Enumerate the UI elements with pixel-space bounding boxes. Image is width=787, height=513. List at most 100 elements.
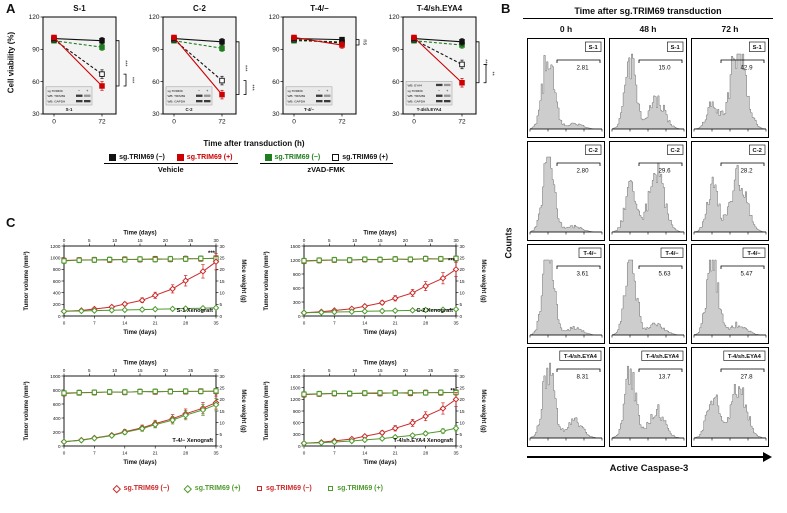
legend-diamond-marker-icon — [184, 484, 192, 493]
panel-a-legend: sg.TRIM69 (−) sg.TRIM69 (+) Vehicle sg.TRIM… — [0, 154, 497, 174]
svg-text:0: 0 — [303, 321, 306, 326]
svg-text:Time (days): Time (days) — [123, 460, 156, 466]
panel-c-chart-c-2-xenograft: Time (days)0 5 10 15 20 25 300 7 14 21 28 350300600… — [263, 231, 486, 337]
svg-text:90: 90 — [392, 47, 400, 54]
svg-text:1500: 1500 — [290, 385, 301, 390]
svg-text:5.47: 5.47 — [740, 271, 753, 278]
flow-histogram-t-4-72-h: T-4/− 5.47 — [691, 244, 769, 344]
svg-text:900: 900 — [293, 409, 301, 414]
panel-b-y-axis-label: Counts — [503, 227, 514, 259]
svg-text:−: − — [198, 88, 201, 93]
svg-text:20: 20 — [403, 238, 409, 243]
svg-text:WB: EYA4: WB: EYA4 — [408, 83, 423, 87]
legend-item-diamond-sg-trim69: sg.TRIM69 (−) — [112, 484, 169, 493]
svg-text:5: 5 — [88, 238, 91, 243]
svg-text:28: 28 — [423, 451, 429, 456]
svg-text:20: 20 — [220, 397, 226, 402]
svg-text:Time (days): Time (days) — [123, 361, 156, 367]
svg-text:WB: GAPDH: WB: GAPDH — [408, 100, 426, 104]
legend-label: sg.TRIM69 (+) — [342, 154, 388, 161]
panel-a-chart-t-4: T-4/− 30 60 90 120 0 72 sg.TRIM69 − + WB: TRIM69 WB… — [269, 4, 368, 126]
svg-text:35: 35 — [213, 451, 219, 456]
svg-text:21: 21 — [153, 321, 159, 326]
svg-text:10: 10 — [112, 368, 118, 373]
svg-text:***: *** — [208, 251, 216, 257]
svg-text:0: 0 — [58, 314, 61, 319]
legend-item-sg-trim69: sg.TRIM69 (+) — [332, 154, 388, 161]
svg-text:S-1: S-1 — [66, 107, 73, 112]
flow-histogram-t-4-sh-eya4-72-h: T-4/sh.EYA4 27.8 — [691, 347, 769, 447]
svg-text:S-1: S-1 — [671, 45, 681, 51]
svg-text:T-4/sh.EYA4 Xenograft: T-4/sh.EYA4 Xenograft — [394, 438, 454, 444]
svg-text:−: − — [318, 88, 321, 93]
flow-histogram-t-4-sh-eya4-48-h: T-4/sh.EYA4 13.7 — [609, 347, 687, 447]
svg-text:10: 10 — [352, 368, 358, 373]
legend-swatch-icon — [109, 154, 117, 161]
svg-text:1200: 1200 — [50, 244, 61, 249]
flow-histogram-t-4-sh-eya4-0-h: T-4/sh.EYA4 8.31 — [527, 347, 605, 447]
panel-c-label: C — [6, 215, 16, 230]
panel-c: C Time (days) 0 5 10 15 20 25 30 0 7 14 21 28 35 0 200 4… — [0, 216, 497, 513]
svg-text:***: *** — [448, 258, 456, 264]
svg-text:600: 600 — [53, 402, 61, 407]
svg-text:7: 7 — [93, 321, 96, 326]
svg-text:15: 15 — [377, 238, 383, 243]
svg-text:120: 120 — [269, 14, 280, 21]
legend-group-vehicle: sg.TRIM69 (−) sg.TRIM69 (+) Vehicle — [104, 154, 238, 174]
svg-text:Tumor volume (mm³): Tumor volume (mm³) — [263, 381, 270, 440]
svg-text:Mice weight (g): Mice weight (g) — [240, 259, 246, 302]
svg-text:0: 0 — [298, 444, 301, 449]
svg-text:WB: TRIM69: WB: TRIM69 — [48, 94, 66, 98]
svg-text:0: 0 — [172, 119, 176, 126]
panel-b-title: Time after sg.TRIM69 transduction — [523, 6, 773, 19]
svg-text:T-4/−: T-4/− — [747, 251, 761, 257]
svg-text:30: 30 — [460, 374, 466, 379]
svg-text:800: 800 — [53, 267, 61, 272]
svg-text:600: 600 — [293, 420, 301, 425]
svg-text:600: 600 — [53, 279, 61, 284]
svg-text:30: 30 — [220, 374, 226, 379]
svg-text:90: 90 — [272, 47, 280, 54]
svg-text:35: 35 — [453, 451, 459, 456]
svg-text:***: *** — [242, 65, 248, 72]
svg-text:T-4/sh.EYA4: T-4/sh.EYA4 — [728, 354, 762, 360]
legend-group-label-vehicle: Vehicle — [104, 163, 238, 174]
svg-text:10: 10 — [460, 290, 466, 295]
svg-text:20: 20 — [403, 368, 409, 373]
svg-text:5: 5 — [220, 432, 223, 437]
flow-histogram-s-1-48-h: S-1 15.0 — [609, 38, 687, 138]
svg-text:15: 15 — [137, 368, 143, 373]
svg-text:10: 10 — [220, 290, 226, 295]
legend-items: sg.TRIM69 (−) sg.TRIM69 (+) — [104, 154, 237, 163]
legend-items: sg.TRIM69 (−) sg.TRIM69 (+) — [260, 154, 393, 163]
flow-histogram-s-1-0-h: S-1 2.81 — [527, 38, 605, 138]
svg-text:30: 30 — [32, 111, 40, 118]
svg-text:15: 15 — [460, 409, 466, 414]
svg-text:400: 400 — [53, 290, 61, 295]
svg-text:60: 60 — [32, 79, 40, 86]
svg-text:21: 21 — [393, 451, 399, 456]
svg-text:13.7: 13.7 — [658, 374, 671, 381]
svg-text:10: 10 — [220, 420, 226, 425]
svg-text:300: 300 — [293, 432, 301, 437]
flow-histogram-t-4-0-h: T-4/− 3.61 — [527, 244, 605, 344]
flow-histogram-c-2-0-h: C-2 2.80 — [527, 141, 605, 241]
legend-swatch-icon — [332, 154, 340, 161]
svg-text:0: 0 — [220, 314, 223, 319]
svg-text:5: 5 — [460, 302, 463, 307]
svg-text:T-4/sh.EYA4: T-4/sh.EYA4 — [417, 4, 463, 13]
svg-text:600: 600 — [293, 286, 301, 291]
svg-text:S-1: S-1 — [753, 45, 763, 51]
svg-text:Time (days): Time (days) — [123, 330, 156, 336]
svg-text:0: 0 — [63, 368, 66, 373]
svg-text:7: 7 — [333, 321, 336, 326]
svg-text:ns: ns — [362, 39, 368, 45]
svg-text:1000: 1000 — [50, 374, 61, 379]
svg-text:5: 5 — [220, 302, 223, 307]
svg-text:1500: 1500 — [290, 244, 301, 249]
svg-text:**: ** — [489, 71, 495, 76]
svg-text:sg.TRIM69: sg.TRIM69 — [408, 89, 423, 93]
svg-text:T-4/−: T-4/− — [665, 251, 679, 257]
svg-text:400: 400 — [53, 416, 61, 421]
